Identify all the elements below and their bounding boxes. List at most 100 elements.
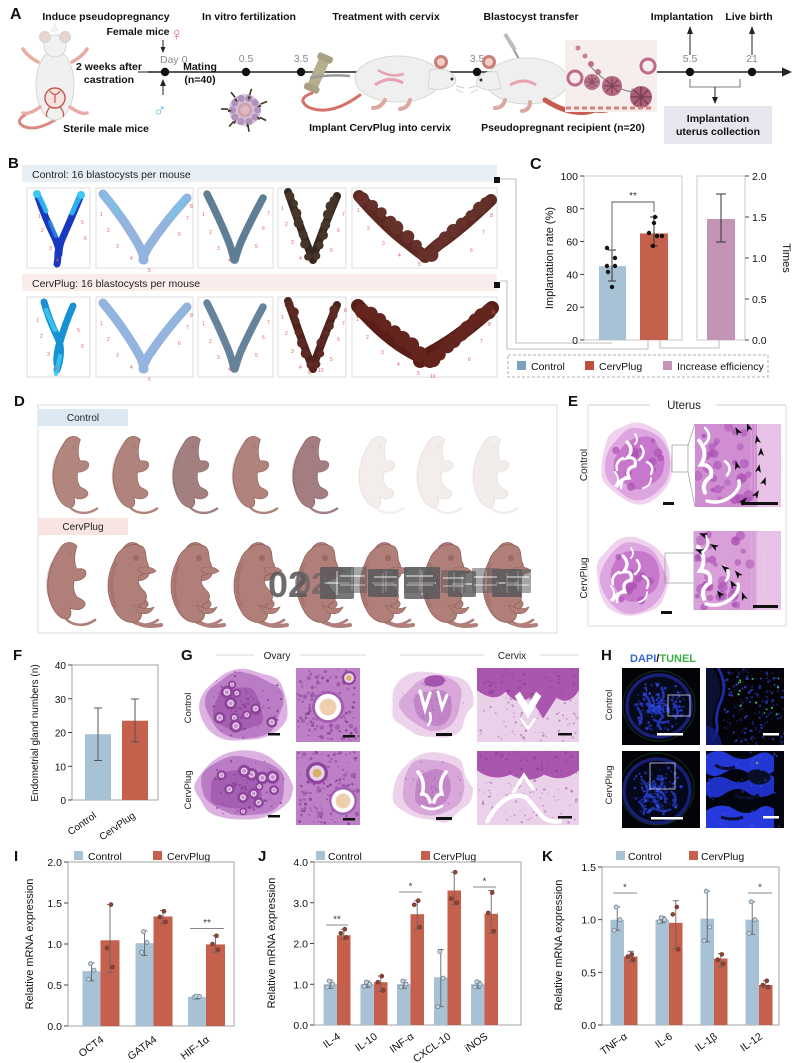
svg-text:6: 6 <box>262 335 265 341</box>
svg-text:Sterile male mice: Sterile male mice <box>63 123 149 135</box>
svg-text:3: 3 <box>381 350 384 356</box>
svg-text:8: 8 <box>190 204 193 210</box>
svg-text:6: 6 <box>178 232 181 238</box>
svg-text:Control: Control <box>183 693 194 724</box>
svg-text:5.5: 5.5 <box>683 53 698 65</box>
svg-text:CervPlug: CervPlug <box>183 770 194 809</box>
svg-text:OCT4: OCT4 <box>77 1034 107 1060</box>
svg-text:02: 02 <box>268 564 308 605</box>
svg-text:40: 40 <box>566 269 578 281</box>
svg-text:5: 5 <box>255 244 258 250</box>
svg-text:**: ** <box>629 191 637 202</box>
svg-text:8: 8 <box>490 213 493 219</box>
svg-text:Treatment with cervix: Treatment with cervix <box>332 11 440 23</box>
svg-text:iNOS: iNOS <box>463 1031 490 1055</box>
svg-text:60: 60 <box>566 237 578 249</box>
svg-text:4: 4 <box>397 362 400 368</box>
svg-text:6: 6 <box>262 226 265 232</box>
svg-text:Implant CervPlug into cervix: Implant CervPlug into cervix <box>309 122 451 134</box>
svg-text:10: 10 <box>318 368 324 374</box>
svg-text:IL-6: IL-6 <box>653 1031 675 1051</box>
svg-text:Control: Control <box>580 449 590 481</box>
svg-text:100: 100 <box>560 171 578 183</box>
svg-text:In vitro fertilization: In vitro fertilization <box>202 11 296 23</box>
svg-text:Control: Control <box>66 810 99 838</box>
svg-text:3.0: 3.0 <box>293 898 308 910</box>
svg-text:8: 8 <box>488 322 491 328</box>
svg-text:*: * <box>483 877 487 888</box>
svg-text:80: 80 <box>566 204 578 216</box>
svg-text:3.5: 3.5 <box>470 53 485 65</box>
svg-text:0.0: 0.0 <box>47 1021 62 1033</box>
svg-text:Implantation: Implantation <box>687 113 749 125</box>
svg-text:Control: Control <box>531 361 565 373</box>
svg-text:Control: Control <box>328 851 362 863</box>
svg-text:CervPlug: CervPlug <box>599 361 642 373</box>
svg-text:5: 5 <box>81 220 84 226</box>
svg-text:1: 1 <box>281 206 284 212</box>
svg-text:CervPlug: CervPlug <box>580 557 590 598</box>
svg-text:1: 1 <box>38 214 41 220</box>
svg-text:7: 7 <box>186 216 189 222</box>
svg-text:10: 10 <box>430 374 436 380</box>
svg-text:2: 2 <box>41 228 44 234</box>
svg-text:CervPlug: CervPlug <box>98 810 138 843</box>
svg-text:CervPlug: CervPlug <box>604 765 615 804</box>
svg-text:1: 1 <box>356 317 359 323</box>
svg-text:1: 1 <box>202 212 205 218</box>
svg-text:INF-α: INF-α <box>388 1031 417 1056</box>
svg-text:Induce pseudopregnancy: Induce pseudopregnancy <box>42 11 169 23</box>
svg-text:Control: 16 blastocysts per mo: Control: 16 blastocysts per mouse <box>32 169 191 181</box>
svg-text:3: 3 <box>217 355 220 361</box>
svg-text:CervPlug: CervPlug <box>701 851 744 863</box>
svg-text:0: 0 <box>60 796 66 807</box>
svg-text:Endometrial gland numbers (n): Endometrial gland numbers (n) <box>30 664 41 801</box>
svg-text:*: * <box>623 883 627 894</box>
svg-text:4: 4 <box>398 253 401 259</box>
svg-text:Relative mRNA expression: Relative mRNA expression <box>266 878 278 1009</box>
svg-text:4: 4 <box>228 258 231 264</box>
svg-text:1.0: 1.0 <box>752 253 767 265</box>
svg-text:IL-10: IL-10 <box>353 1031 380 1055</box>
svg-text:8: 8 <box>344 308 347 314</box>
svg-text:9: 9 <box>308 370 311 376</box>
svg-text:5: 5 <box>77 328 80 334</box>
svg-text:40: 40 <box>55 661 67 672</box>
svg-text:5: 5 <box>148 268 151 274</box>
svg-text:1.5: 1.5 <box>47 898 62 910</box>
svg-text:Uterus: Uterus <box>667 400 701 412</box>
svg-text:6: 6 <box>84 236 87 242</box>
svg-text:6: 6 <box>337 228 340 234</box>
svg-text:*: * <box>409 882 413 893</box>
svg-text:Female mice: Female mice <box>106 26 169 38</box>
svg-text:♂: ♂ <box>153 100 167 120</box>
svg-text:3: 3 <box>291 240 294 246</box>
svg-text:6: 6 <box>178 341 181 347</box>
svg-text:8: 8 <box>190 313 193 319</box>
svg-text:2: 2 <box>366 335 369 341</box>
svg-text:6: 6 <box>468 357 471 363</box>
svg-text:1: 1 <box>36 318 39 324</box>
svg-text:2: 2 <box>285 222 288 228</box>
svg-text:1.5: 1.5 <box>581 862 596 874</box>
svg-text:2.0: 2.0 <box>293 939 308 951</box>
svg-text:2: 2 <box>209 339 212 345</box>
svg-text:Day 0: Day 0 <box>160 54 188 66</box>
svg-text:♀: ♀ <box>170 24 184 44</box>
svg-text:3: 3 <box>49 246 52 252</box>
svg-text:5: 5 <box>418 262 421 268</box>
svg-text:4: 4 <box>55 366 58 372</box>
svg-text:1.0: 1.0 <box>293 979 308 991</box>
svg-text:0.0: 0.0 <box>581 1020 596 1032</box>
svg-text:1: 1 <box>357 208 360 214</box>
svg-text:2.0: 2.0 <box>47 857 62 869</box>
svg-text:Pseudopregnant recipient (n=20: Pseudopregnant recipient (n=20) <box>481 122 645 134</box>
svg-text:Blastocyst transfer: Blastocyst transfer <box>483 11 578 23</box>
svg-text:1.0: 1.0 <box>581 915 596 927</box>
svg-text:2: 2 <box>107 337 110 343</box>
svg-text:6: 6 <box>337 337 340 343</box>
svg-text:IL-4: IL-4 <box>321 1031 343 1051</box>
svg-text:4: 4 <box>299 365 302 371</box>
svg-text:4: 4 <box>56 258 59 264</box>
svg-text:DAPI/TUNEL: DAPI/TUNEL <box>630 653 696 665</box>
